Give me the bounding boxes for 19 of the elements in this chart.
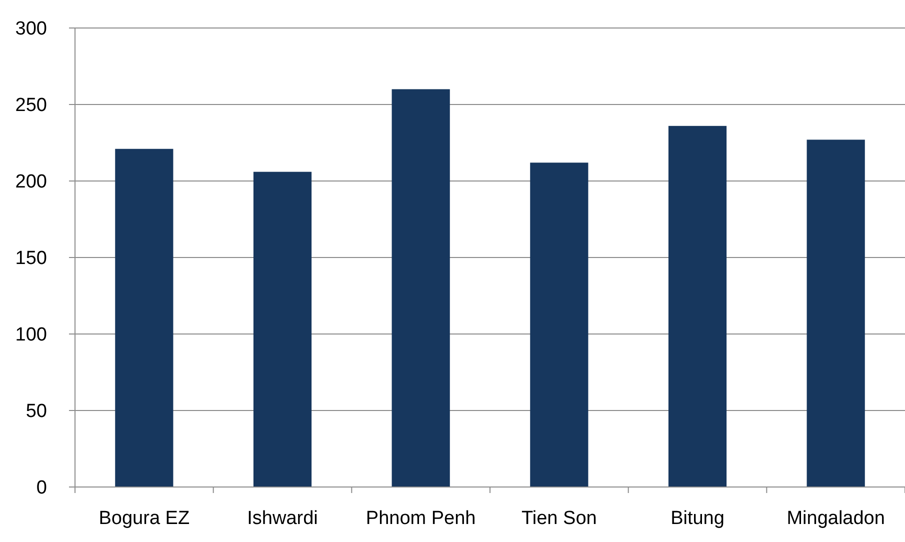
bar xyxy=(392,89,450,487)
y-tick-label: 200 xyxy=(15,172,47,193)
y-tick-label: 100 xyxy=(15,324,47,346)
y-tick-label: 250 xyxy=(15,95,47,116)
y-tick-label: 50 xyxy=(26,401,47,422)
x-tick-label: Bogura EZ xyxy=(98,508,190,529)
x-tick-label: Tien Son xyxy=(521,508,597,529)
bar xyxy=(115,148,174,487)
x-tick-label: Bitung xyxy=(670,508,724,529)
bar xyxy=(668,126,727,487)
bar xyxy=(806,140,865,487)
bar xyxy=(253,172,312,487)
x-tick-label: Phnom Penh xyxy=(366,508,476,529)
y-tick-label: 300 xyxy=(15,18,47,40)
x-tick-label: Mingaladon xyxy=(786,508,885,529)
y-tick-label: 150 xyxy=(15,248,47,270)
y-tick-label: 0 xyxy=(36,478,47,499)
x-tick-label: Ishwardi xyxy=(247,508,318,529)
bar xyxy=(530,162,588,487)
